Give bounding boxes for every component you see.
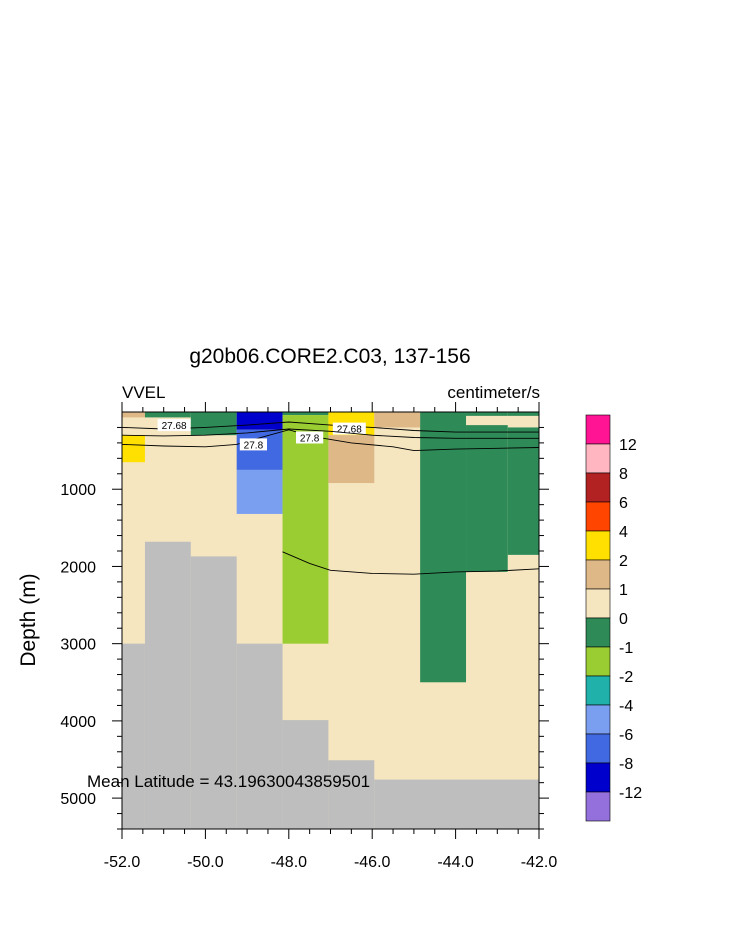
y-tick-label: 2000 [60, 559, 96, 576]
colorbar-label: 12 [619, 437, 637, 454]
velocity-cell [122, 412, 145, 418]
bathymetry-column [144, 541, 191, 829]
velocity-cell [282, 415, 329, 644]
x-tick-label: -48.0 [271, 854, 308, 871]
colorbar-swatch [585, 530, 611, 561]
chart-title: g20b06.CORE2.C03, 137-156 [189, 345, 470, 368]
bathymetry-column [328, 760, 375, 829]
colorbar-swatch [585, 472, 611, 503]
velocity-cell [466, 425, 508, 572]
bathymetry-column [236, 643, 283, 829]
colorbar-label: -8 [619, 756, 633, 773]
x-tick-label: -42.0 [521, 854, 558, 871]
colorbar-swatch [585, 646, 611, 677]
y-tick-label: 5000 [60, 791, 96, 808]
velocity-cell [328, 435, 375, 484]
contour-label: 27.8 [239, 438, 267, 451]
colorbar-label: -2 [619, 669, 633, 686]
density-contour [121, 421, 539, 433]
colorbar-label: 1 [619, 582, 628, 599]
velocity-cell [282, 412, 329, 416]
x-tick-label: -50.0 [187, 854, 224, 871]
contour-label-bg [239, 438, 267, 451]
contour-label-text: 27.8 [300, 434, 320, 445]
colorbar-label: -4 [619, 698, 633, 715]
mean-latitude-annotation: Mean Latitude = 43.19630043859501 [87, 772, 370, 791]
contour-label-bg [157, 419, 191, 432]
contour-label: 27.68 [332, 422, 366, 436]
velocity-cell [374, 412, 421, 428]
velocity-cell [236, 469, 283, 514]
colorbar-label: 6 [619, 495, 628, 512]
bathymetry-column [374, 779, 539, 829]
units-label: centimeter/s [447, 383, 540, 402]
contour-label-bg [296, 431, 324, 444]
colorbar-swatch [585, 414, 611, 445]
velocity-cell [420, 412, 467, 683]
density-contour [282, 551, 540, 575]
colorbar-swatch [585, 704, 611, 735]
colorbar-swatch [585, 443, 611, 474]
axes: -52.0 -50.0 -48.0 -46.0 -44.0 -42.0 1000 2000 30… [60, 402, 557, 871]
plot-area: 27.68 27.68 27.8 27.8 [121, 412, 540, 829]
velocity-cell [507, 412, 539, 416]
variable-label: VVEL [122, 383, 165, 402]
velocity-cell [236, 412, 283, 430]
y-tick-label: 1000 [60, 482, 96, 499]
colorbar-label: 8 [619, 466, 628, 483]
contour-label-text: 27.68 [337, 425, 362, 436]
colorbar-label: 4 [619, 524, 628, 541]
velocity-cell [144, 412, 191, 418]
velocity-cell [122, 435, 145, 463]
y-tick-label: 3000 [60, 637, 96, 654]
x-tick-label: -52.0 [104, 854, 141, 871]
colorbar-swatch [585, 733, 611, 764]
x-tick-label: -44.0 [437, 854, 474, 871]
contour-label: 27.68 [157, 419, 191, 432]
contour-label-bg [332, 422, 366, 435]
colorbar-label: -6 [619, 727, 633, 744]
colorbar-label: 0 [619, 611, 628, 628]
y-tick-label: 4000 [60, 714, 96, 731]
velocity-cell [507, 427, 539, 555]
velocity-cell [190, 412, 237, 436]
colorbar-label: 2 [619, 553, 628, 570]
contour-label-text: 27.8 [244, 440, 264, 451]
colorbar-swatch [585, 675, 611, 706]
colorbar-label: -12 [619, 785, 642, 802]
bathymetry-column [122, 643, 145, 829]
colorbar-label: -1 [619, 640, 633, 657]
colorbar-swatch [585, 559, 611, 590]
y-axis-label: Depth (m) [17, 573, 40, 666]
colorbar-swatch [585, 617, 611, 648]
contour-label: 27.8 [296, 431, 324, 445]
bathymetry-column [190, 556, 237, 829]
x-tick-label: -46.0 [354, 854, 391, 871]
colorbar-swatch [585, 501, 611, 532]
colorbar-swatch [585, 791, 611, 822]
contour-label-text: 27.68 [162, 421, 187, 432]
bathymetry-column [282, 720, 329, 829]
colorbar: 12 8 6 4 2 1 0 -1 -2 -4 -6 -8 -12 [585, 414, 642, 822]
colorbar-swatch [585, 588, 611, 619]
colorbar-swatch [585, 762, 611, 793]
velocity-cell [466, 412, 508, 416]
density-contour [121, 428, 539, 439]
